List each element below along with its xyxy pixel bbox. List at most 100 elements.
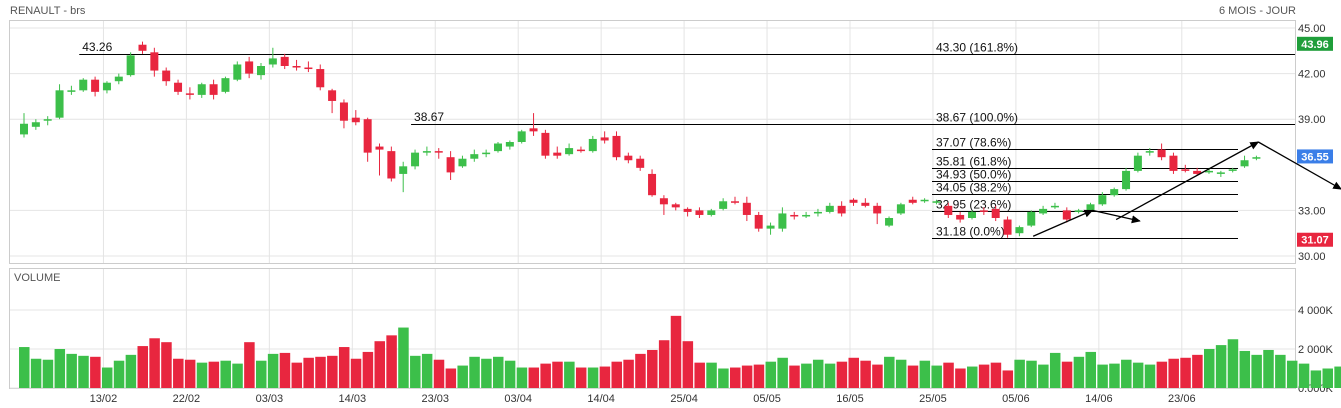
- volume-bar: [1002, 370, 1014, 388]
- volume-bar: [718, 368, 729, 388]
- volume-bar: [1310, 370, 1322, 388]
- price-badge-label: 36.55: [1301, 151, 1329, 163]
- price-panel-frame: [9, 20, 1296, 264]
- volume-bar: [90, 356, 101, 388]
- volume-bar: [990, 362, 1002, 388]
- volume-bar: [469, 356, 480, 388]
- candle-body: [991, 208, 1000, 218]
- candle: [1240, 155, 1249, 168]
- volume-bar: [635, 353, 646, 388]
- candle: [150, 47, 159, 77]
- candle: [1110, 187, 1119, 197]
- candle: [257, 62, 265, 80]
- candle: [861, 198, 870, 208]
- candle: [1252, 155, 1261, 161]
- candle: [742, 196, 751, 222]
- volume-bar: [706, 362, 717, 388]
- volume-bar: [516, 367, 528, 388]
- candle: [648, 169, 657, 197]
- volume-bar: [66, 353, 77, 388]
- period-label: 6 MOIS - JOUR: [1219, 5, 1296, 17]
- candle-body: [79, 79, 88, 91]
- candle: [20, 113, 28, 138]
- price-badge: [1297, 36, 1333, 51]
- candle-body: [150, 52, 159, 71]
- candle-body: [138, 44, 147, 51]
- candle-body: [861, 202, 870, 206]
- candle: [1050, 202, 1059, 209]
- x-tick-label: 14/06: [1085, 393, 1113, 405]
- level-label: 32.95 (23.6%): [936, 198, 1011, 212]
- high-label: 43.26: [82, 40, 112, 54]
- volume-bar: [1026, 360, 1037, 388]
- volume-bar: [741, 365, 753, 388]
- price-tick-label: 39.00: [1298, 114, 1326, 126]
- volume-bar: [279, 352, 291, 388]
- candle-body: [1145, 151, 1154, 153]
- volume-bar: [1239, 350, 1251, 388]
- volume-bar: [196, 362, 208, 388]
- volume-bar: [1038, 364, 1049, 388]
- candle: [1216, 170, 1225, 177]
- candle-body: [719, 201, 728, 209]
- trend-arrow: [1092, 209, 1141, 224]
- volume-bar: [42, 359, 54, 388]
- candle: [671, 202, 680, 211]
- volume-bar: [208, 361, 220, 388]
- candle: [316, 64, 325, 91]
- candle-body: [1122, 170, 1131, 190]
- candle: [304, 61, 313, 73]
- volume-bar: [30, 358, 42, 388]
- volume-bar: [1227, 339, 1239, 388]
- volume-bar: [1121, 359, 1132, 388]
- candle-body: [624, 155, 633, 161]
- candle: [813, 208, 822, 217]
- level-label: 43.30 (161.8%): [936, 41, 1018, 55]
- volume-bar: [824, 363, 836, 388]
- level-label: 37.07 (78.6%): [936, 136, 1011, 150]
- price-tick-label: 45.00: [1298, 23, 1326, 35]
- volume-bar: [552, 361, 563, 388]
- candle: [790, 211, 799, 220]
- candle: [1003, 216, 1012, 238]
- volume-bar: [1180, 357, 1191, 388]
- candle: [126, 52, 135, 77]
- candle: [280, 53, 289, 70]
- candle-body: [754, 214, 763, 229]
- candle-body: [695, 210, 704, 215]
- candle-body: [636, 158, 645, 168]
- candle: [43, 116, 52, 126]
- candle-body: [91, 79, 100, 92]
- volume-bar: [765, 361, 777, 388]
- candle: [600, 131, 609, 144]
- candle: [67, 85, 76, 95]
- volume-bar: [1144, 364, 1156, 388]
- candle-body: [233, 64, 242, 80]
- candle: [328, 88, 337, 114]
- volume-bar: [350, 358, 362, 388]
- candle: [956, 211, 965, 223]
- candle: [636, 155, 645, 171]
- volume-bar: [1073, 356, 1085, 388]
- candle: [541, 129, 550, 159]
- volume-bar: [457, 365, 468, 388]
- price-tick-label: 42.00: [1298, 69, 1326, 81]
- candle-body: [458, 158, 467, 167]
- candle: [494, 142, 502, 153]
- candle-body: [197, 84, 206, 95]
- candle: [470, 149, 479, 162]
- candle-body: [446, 157, 455, 173]
- volume-bar: [623, 359, 634, 388]
- candle-body: [1110, 189, 1119, 196]
- trend-arrow: [1115, 141, 1260, 221]
- candle: [209, 79, 218, 100]
- volume-bar: [587, 367, 599, 388]
- candle: [79, 78, 88, 92]
- candle: [102, 81, 111, 94]
- candle-body: [1205, 170, 1213, 173]
- price-tick-label: 30.00: [1298, 251, 1326, 263]
- candle-body: [422, 151, 431, 153]
- candle-body: [399, 166, 408, 174]
- candle: [162, 67, 171, 86]
- price-badge: [1297, 232, 1333, 247]
